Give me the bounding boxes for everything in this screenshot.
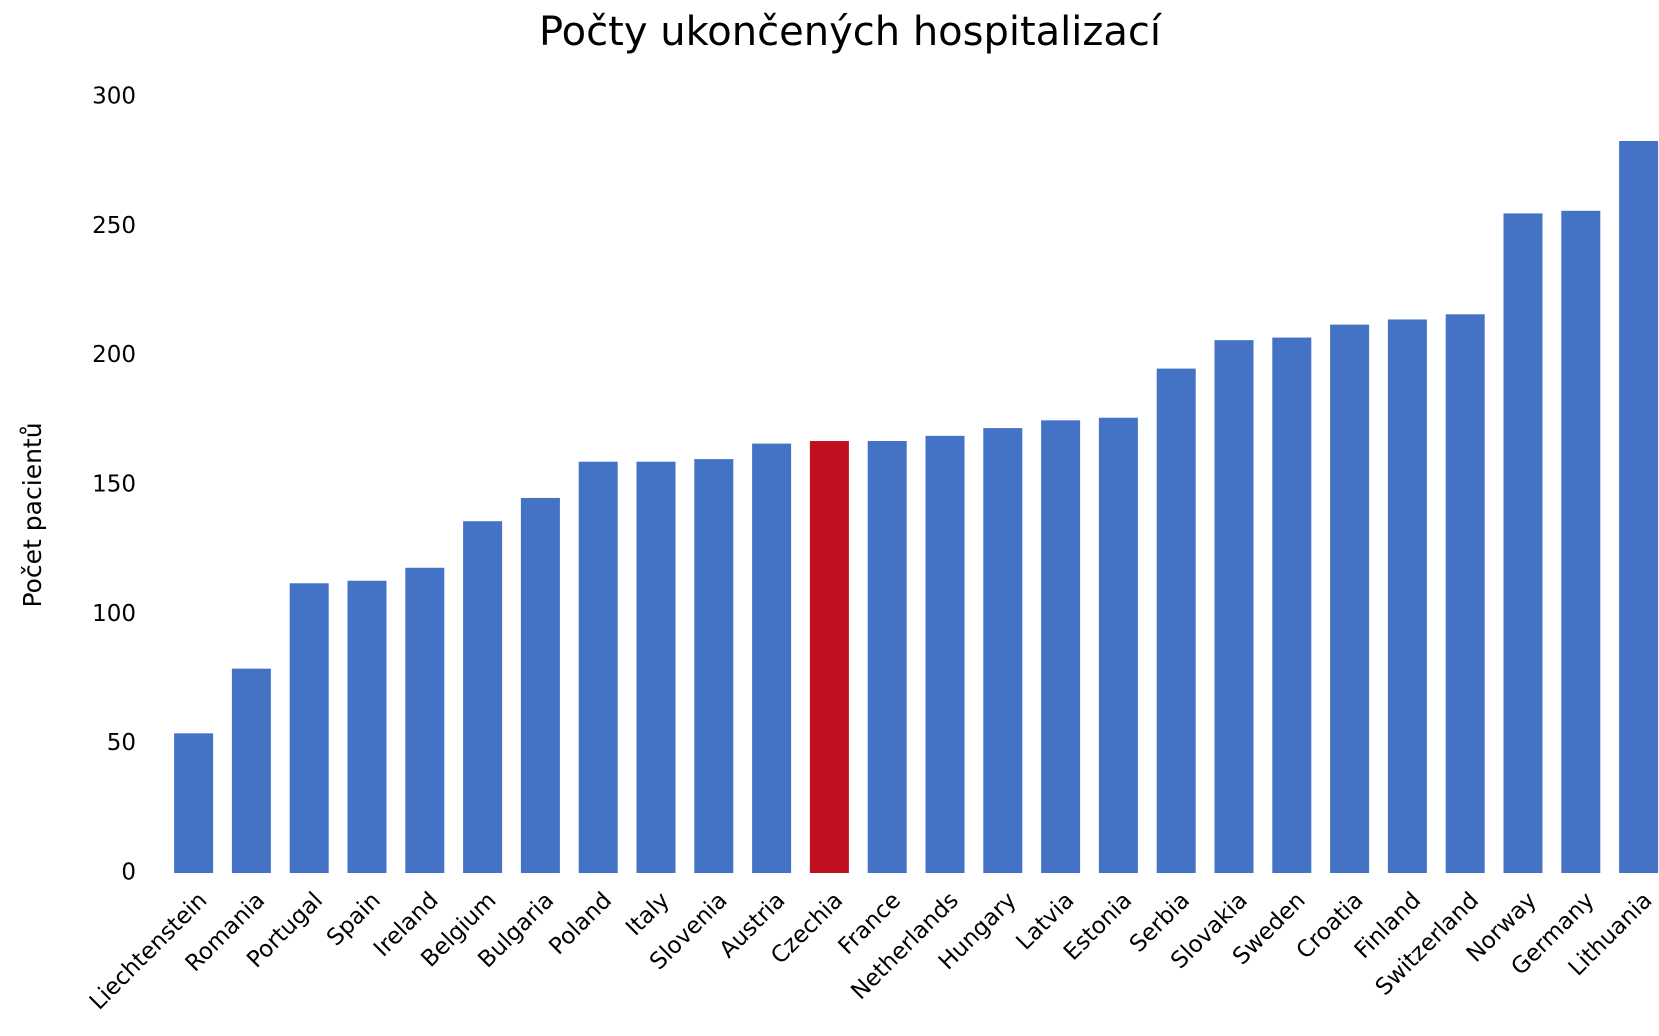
- y-tick-label: 300: [92, 84, 136, 110]
- bar: [809, 441, 849, 873]
- bar: [1272, 337, 1312, 873]
- bar: [1387, 319, 1427, 873]
- bar: [983, 428, 1023, 873]
- bar: [1330, 324, 1370, 873]
- bar: [1561, 210, 1601, 873]
- bar: [520, 497, 560, 873]
- y-tick-label: 150: [92, 472, 136, 498]
- bar: [867, 441, 907, 873]
- bar: [1156, 368, 1196, 873]
- bar: [1445, 314, 1485, 873]
- bar: [174, 733, 214, 873]
- bar: [289, 583, 329, 873]
- bar: [347, 580, 387, 873]
- bar: [636, 461, 676, 873]
- y-tick-label: 250: [92, 213, 136, 239]
- y-tick-label: 100: [92, 601, 136, 627]
- chart-title: Počty ukončených hospitalizací: [539, 9, 1163, 55]
- y-tick-label: 0: [121, 860, 136, 886]
- bar: [925, 435, 965, 873]
- bar: [1619, 140, 1659, 873]
- y-tick-label: 50: [107, 730, 136, 756]
- bar: [694, 459, 734, 873]
- bar: [1098, 417, 1138, 873]
- bar: [752, 443, 792, 873]
- bar: [1503, 213, 1543, 873]
- y-tick-label: 200: [92, 342, 136, 368]
- y-axis-label: Počet pacientů: [18, 422, 47, 607]
- bar: [405, 567, 445, 873]
- bar: [1214, 340, 1254, 873]
- bar: [1041, 420, 1081, 873]
- bar: [231, 668, 271, 873]
- bar: [578, 461, 618, 873]
- bar: [463, 521, 503, 873]
